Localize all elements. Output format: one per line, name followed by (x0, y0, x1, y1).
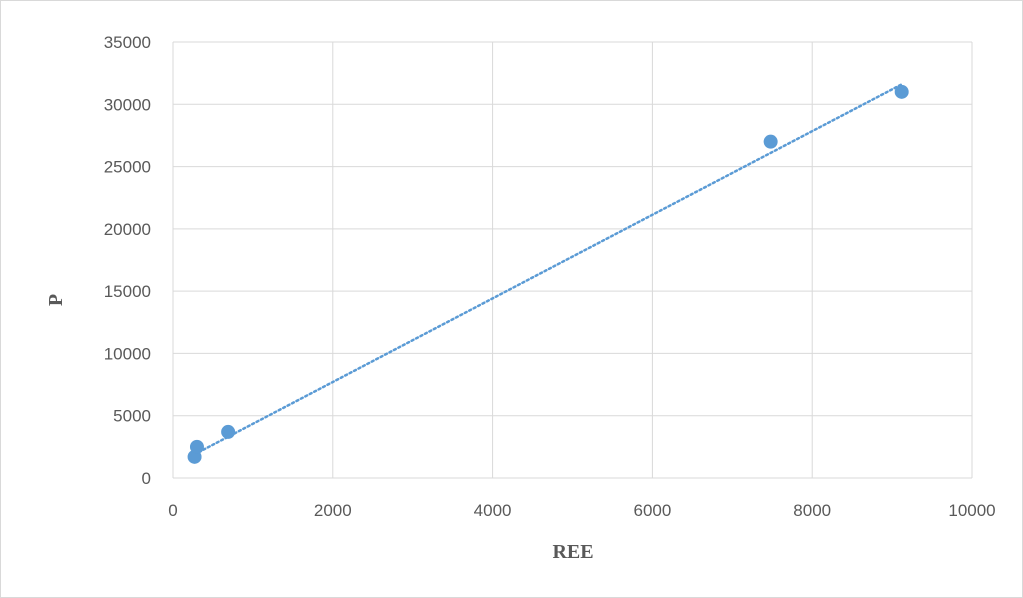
y-tick-label: 5000 (113, 407, 151, 426)
x-axis-title: REE (552, 541, 593, 563)
x-tick-label: 2000 (314, 501, 352, 520)
x-tick-label: 4000 (474, 501, 512, 520)
x-tick-label: 6000 (633, 501, 671, 520)
data-points (187, 84, 909, 464)
x-tick-label: 8000 (793, 501, 831, 520)
x-tick-label: 10000 (948, 501, 995, 520)
y-tick-label: 35000 (104, 33, 151, 52)
x-tick-labels: 0 2000 4000 6000 8000 10000 (168, 501, 995, 520)
y-tick-label: 0 (142, 469, 151, 488)
y-tick-label: 30000 (104, 95, 151, 114)
linear-trendline (193, 83, 903, 456)
y-axis-title: P (45, 294, 67, 306)
gridlines (172, 41, 973, 479)
data-point (763, 134, 778, 149)
data-point (189, 439, 204, 454)
x-tick-label: 0 (168, 501, 177, 520)
data-point (221, 424, 236, 439)
y-tick-label: 20000 (104, 220, 151, 239)
trendline-layer (193, 83, 903, 456)
y-tick-labels: 0 5000 10000 15000 20000 25000 30000 35000 (104, 33, 151, 488)
y-tick-label: 10000 (104, 344, 151, 363)
y-tick-label: 15000 (104, 282, 151, 301)
y-tick-label: 25000 (104, 158, 151, 177)
data-point (894, 84, 909, 99)
